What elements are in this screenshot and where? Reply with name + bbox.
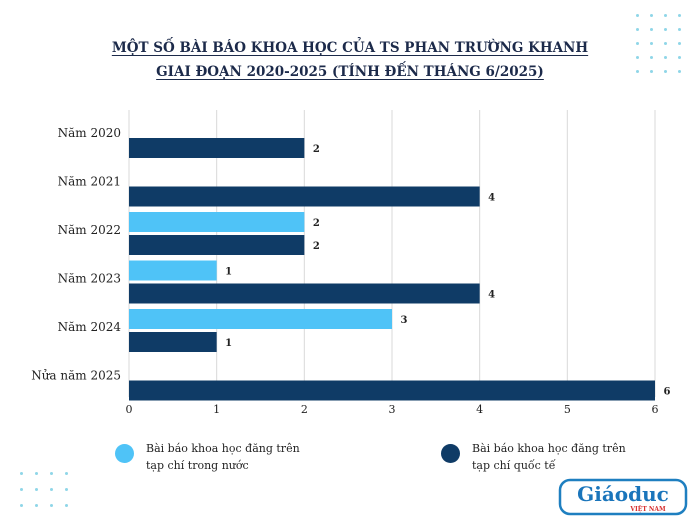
bar-domestic [129,212,305,232]
decorative-dot [65,504,68,507]
category-label: Năm 2020 [58,126,121,140]
decorative-dot [636,70,639,73]
data-label: 1 [225,267,232,278]
bar-domestic [129,309,392,329]
decorative-dot [650,70,653,73]
category-label: Năm 2021 [58,175,121,189]
x-tick-label: 6 [652,403,659,416]
legend-label-international: Bài báo khoa học đăng trên tạp chí quốc … [472,442,626,472]
decorative-dot [664,28,667,31]
data-label: 4 [488,193,495,204]
decorative-dot [664,42,667,45]
watermark-logo: Giáoduc VIỆT NAM [558,478,688,516]
decorative-dot [678,70,681,73]
x-tick-label: 3 [389,403,396,416]
watermark-text: Giáoduc [577,482,669,506]
data-label: 1 [225,338,232,349]
decorative-dot [678,14,681,17]
decorative-dot [35,488,38,491]
x-tick-label: 5 [564,403,571,416]
decorative-dot [664,56,667,59]
decorative-dot [650,28,653,31]
data-label: 2 [313,144,320,155]
decorative-dot [20,504,23,507]
decorative-dot [650,14,653,17]
decorative-dot [678,28,681,31]
bar-international [129,235,305,255]
labels: 0 1 2 3 4 5 6 Năm 2020 2 Năm 2021 4 Năm 2022 2 2 Năm 2… [31,126,670,416]
decorative-dot [50,504,53,507]
bar-international [129,138,305,158]
bars [129,138,655,401]
bar-international [129,332,217,352]
decorative-dot [636,42,639,45]
category-label: Nửa năm 2025 [31,369,121,383]
x-tick-label: 4 [476,403,483,416]
chart-title-line1: MỘT SỐ BÀI BÁO KHOA HỌC CỦA TS PHAN TRƯỜ… [111,40,589,56]
bar-international [129,186,480,207]
decorative-dot [20,488,23,491]
decorative-dot [65,488,68,491]
bar-international [129,380,655,401]
x-tick-label: 0 [126,403,133,416]
decorative-dot [50,488,53,491]
decorative-dot [678,42,681,45]
bar-domestic [129,260,217,281]
decorative-dot [35,504,38,507]
data-label: 4 [488,290,495,301]
decorative-dot [650,56,653,59]
decorative-dot [636,28,639,31]
decorative-dot [65,472,68,475]
chart-title-line2: GIAI ĐOẠN 2020-2025 (TÍNH ĐẾN THÁNG 6/20… [156,64,544,80]
category-label: Năm 2023 [58,272,121,286]
data-label: 3 [401,315,408,326]
decorative-dot [35,472,38,475]
decorative-dot [650,42,653,45]
data-label: 2 [313,218,320,229]
x-tick-label: 2 [301,403,308,416]
decorative-dot [664,70,667,73]
legend-swatch-domestic [115,444,134,463]
decorative-dot [20,472,23,475]
bar-international [129,283,480,304]
legend-swatch-international [441,444,460,463]
decorative-dot [636,14,639,17]
data-label: 6 [664,387,671,398]
decorative-dot [664,14,667,17]
decorative-dot [636,56,639,59]
decorative-dot [678,56,681,59]
legend-label-domestic: Bài báo khoa học đăng trên tạp chí trong… [146,442,300,472]
x-tick-label: 1 [213,403,220,416]
decorative-dot [50,472,53,475]
category-label: Năm 2022 [58,223,121,237]
category-label: Năm 2024 [58,320,122,334]
data-label: 2 [313,241,320,252]
watermark-subtext: VIỆT NAM [629,505,666,513]
